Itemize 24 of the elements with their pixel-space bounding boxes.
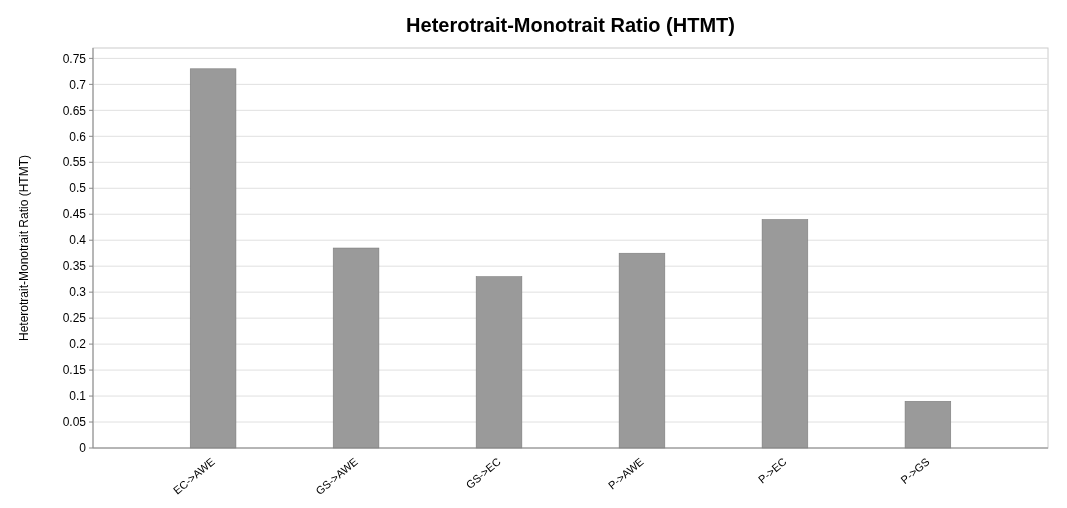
bar — [332, 247, 380, 449]
y-tick-label: 0.4 — [69, 233, 87, 248]
y-tick-label: 0.6 — [69, 129, 87, 144]
y-tick-label: 0.5 — [69, 181, 87, 196]
bar — [475, 276, 523, 449]
y-tick-label: 0.75 — [62, 51, 87, 66]
bar — [904, 401, 952, 449]
chart-title: Heterotrait-Monotrait Ratio (HTMT) — [406, 14, 735, 36]
y-tick-label: 0.05 — [62, 415, 87, 430]
y-tick-label: 0.2 — [69, 337, 87, 352]
y-axis-title: Heterotrait-Monotrait Ratio (HTMT) — [17, 154, 31, 342]
y-tick-label: 0 — [79, 441, 87, 456]
y-tick-label: 0.7 — [69, 77, 87, 92]
y-tick-label: 0.3 — [69, 285, 87, 300]
y-tick-label: 0.1 — [69, 389, 87, 404]
bar — [618, 252, 666, 449]
y-tick-label: 0.65 — [62, 103, 87, 118]
bar — [189, 68, 237, 449]
y-tick-label: 0.15 — [62, 363, 87, 378]
y-tick-label: 0.55 — [62, 155, 87, 170]
y-tick-label: 0.35 — [62, 259, 87, 274]
bar — [761, 219, 809, 449]
y-tick-label: 0.25 — [62, 311, 87, 326]
y-tick-label: 0.45 — [62, 207, 87, 222]
